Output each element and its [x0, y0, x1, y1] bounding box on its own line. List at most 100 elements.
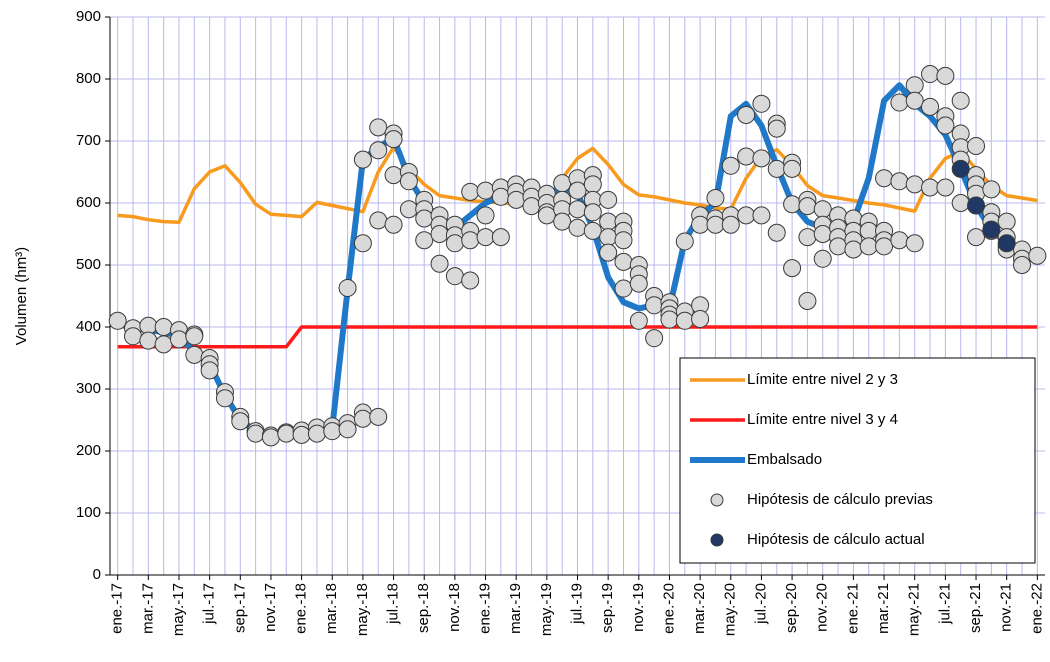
y-tick-label: 700	[76, 132, 101, 149]
scatter-point	[783, 159, 802, 178]
scatter-point	[522, 197, 541, 216]
y-tick-label: 0	[93, 566, 101, 583]
x-tick-label: ene.-18	[293, 583, 310, 634]
scatter-point	[844, 240, 863, 259]
scatter-point	[675, 311, 694, 330]
scatter-point	[430, 225, 449, 243]
x-tick-label: jul.-20	[752, 583, 769, 625]
scatter-point	[645, 329, 664, 348]
scatter-point	[476, 228, 495, 247]
x-tick-label: jul.-21	[936, 583, 953, 625]
scatter-point	[660, 310, 679, 329]
scatter-point	[338, 420, 357, 439]
x-tick-label: jul.-19	[568, 583, 585, 625]
scatter-point	[154, 318, 173, 336]
scatter-point	[384, 130, 403, 149]
scatter-point	[261, 428, 280, 447]
scatter-point	[215, 389, 234, 408]
legend-label: Hipótesis de cálculo actual	[747, 531, 925, 548]
y-tick-label: 300	[76, 380, 101, 397]
x-tick-label: mar.-17	[139, 583, 156, 634]
scatter-point	[568, 181, 587, 200]
scatter-point	[169, 330, 188, 349]
scatter-point	[307, 424, 326, 443]
y-tick-label: 800	[76, 70, 101, 87]
x-tick-label: ene.-22	[1028, 583, 1045, 634]
scatter-point	[461, 231, 480, 250]
legend-label: Hipótesis de cálculo previas	[747, 491, 933, 508]
scatter-point	[997, 212, 1016, 231]
scatter-point	[921, 65, 940, 84]
scatter-point	[813, 249, 832, 268]
scatter-point	[353, 409, 372, 428]
scatter-point	[537, 206, 556, 225]
x-tick-label: ene.-19	[477, 583, 494, 634]
scatter-point	[629, 274, 648, 293]
scatter-point	[323, 422, 342, 441]
scatter-point	[967, 196, 986, 215]
x-tick-label: sep.-21	[967, 583, 984, 633]
y-tick-label: 900	[76, 8, 101, 25]
legend-label: Embalsado	[747, 451, 822, 468]
x-tick-label: jul.-17	[201, 583, 218, 625]
scatter-point	[798, 228, 817, 247]
scatter-point	[415, 209, 434, 228]
y-tick-label: 600	[76, 194, 101, 211]
scatter-point	[737, 105, 756, 124]
scatter-point	[890, 93, 909, 112]
scatter-point	[798, 197, 817, 216]
scatter-point	[645, 296, 664, 315]
scatter-point	[905, 76, 924, 95]
scatter-point	[721, 215, 740, 234]
x-tick-label: mar.-20	[691, 583, 708, 634]
scatter-point	[921, 178, 940, 197]
scatter-point	[553, 174, 572, 193]
y-axis-title: Volumen (hm³)	[13, 247, 30, 345]
scatter-point	[752, 149, 771, 168]
x-tick-label: mar.-19	[507, 583, 524, 634]
scatter-point	[982, 220, 1001, 239]
legend-label: Límite entre nivel 3 y 4	[747, 411, 898, 428]
scatter-point	[859, 237, 878, 256]
legend-swatch	[710, 493, 724, 507]
x-tick-label: nov.-20	[814, 583, 831, 632]
x-tick-label: may.-17	[170, 583, 187, 636]
scatter-point	[936, 178, 955, 197]
legend-label: Límite entre nivel 2 y 3	[747, 371, 898, 388]
scatter-point	[767, 159, 786, 178]
x-tick-label: may.-18	[354, 583, 371, 636]
line-series	[117, 325, 1038, 349]
scatter-point	[997, 234, 1016, 253]
legend-swatch	[710, 533, 724, 547]
scatter-point	[752, 206, 771, 225]
scatter-point	[767, 119, 786, 138]
x-tick-label: nov.-19	[630, 583, 647, 632]
scatter-point	[936, 116, 955, 135]
scatter-point	[798, 291, 817, 310]
scatter-point	[921, 97, 940, 116]
scatter-point	[967, 228, 986, 247]
scatter-point	[890, 231, 909, 250]
scatter-point	[369, 141, 388, 160]
scatter-point	[737, 147, 756, 166]
scatter-point	[629, 311, 648, 330]
scatter-point	[369, 407, 388, 426]
scatter-point	[353, 150, 372, 169]
y-tick-label: 200	[76, 442, 101, 459]
x-tick-label: mar.-18	[323, 583, 340, 634]
scatter-point	[369, 118, 388, 137]
scatter-point	[813, 200, 832, 219]
x-tick-label: mar.-21	[875, 583, 892, 634]
scatter-point	[108, 311, 127, 330]
x-tick-label: sep.-18	[415, 583, 432, 633]
scatter-point	[154, 335, 173, 354]
scatter-point	[691, 215, 710, 234]
scatter-point	[936, 66, 955, 85]
scatter-point	[185, 327, 204, 346]
scatter-point	[614, 279, 633, 298]
x-tick-label: ene.-20	[660, 583, 677, 634]
scatter-point	[875, 237, 894, 256]
scatter-point	[982, 180, 1001, 199]
scatter-point	[691, 309, 710, 328]
